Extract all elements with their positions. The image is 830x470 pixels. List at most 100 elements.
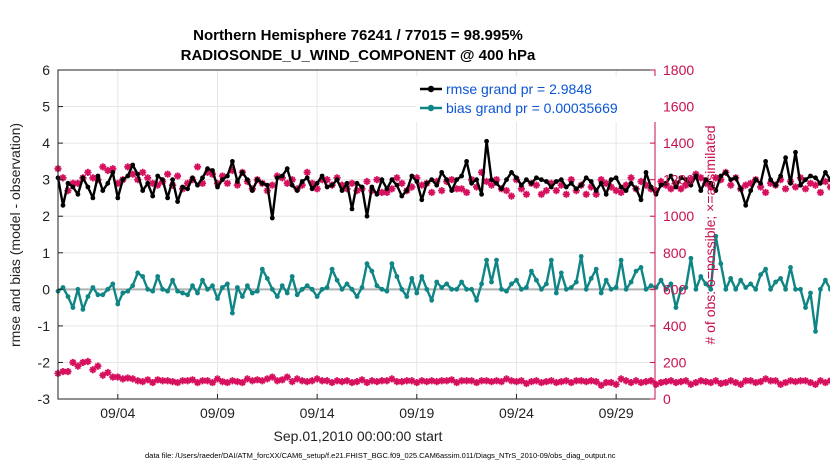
rmse-point [768, 177, 773, 183]
bias-point [175, 288, 181, 294]
bias-point [758, 272, 763, 278]
bias-point [583, 286, 589, 292]
rmse-point [394, 182, 400, 188]
obs-assimilated-point [767, 179, 775, 187]
obs-assimilated-point [453, 185, 461, 193]
obs-assimilated-point [522, 190, 531, 198]
bias-point [85, 294, 91, 299]
rmse-point [60, 202, 66, 208]
chart-title-line1: Northern Hemisphere 76241 / 77015 = 98.9… [193, 27, 523, 44]
obs-possible-point [154, 376, 162, 384]
obs-assimilated-point [313, 185, 321, 193]
obs-possible-point [542, 378, 550, 386]
bias-point [140, 274, 146, 279]
bias-point [419, 274, 425, 279]
bias-point [220, 285, 225, 290]
rmse-point [279, 173, 285, 179]
obs-possible-point [771, 377, 780, 385]
rmse-point [319, 173, 325, 179]
bias-point [464, 286, 469, 292]
obs-assimilated-point [507, 192, 516, 200]
obs-assimilated-point [144, 174, 152, 182]
obs-possible-point [522, 379, 531, 388]
obs-possible-point [94, 362, 102, 370]
rmse-point [763, 159, 768, 164]
obs-possible-point [124, 374, 132, 382]
obs-possible-point [268, 373, 276, 381]
rmse-point [653, 191, 659, 197]
left-axis-ticks: -3 -2 -1 0 1 2 3 4 5 6 [38, 62, 63, 407]
obs-possible-point [453, 378, 461, 387]
obs-assimilated-point [617, 188, 625, 197]
obs-possible-point [388, 375, 396, 383]
bias-point [509, 281, 514, 287]
bias-point [210, 283, 215, 289]
bias-point [319, 286, 325, 292]
rmse-point [419, 197, 425, 203]
obs-possible-point [458, 377, 466, 385]
bias-point [284, 290, 290, 296]
obs-assimilated-point [537, 190, 545, 198]
rmse-point [688, 182, 694, 188]
x-tick-label: 09/19 [399, 405, 434, 421]
obs-assimilated-point [472, 183, 481, 191]
obs-possible-point [64, 367, 72, 376]
rmse-point [718, 173, 724, 179]
obs-assimilated-point [532, 181, 540, 189]
rmse-point [130, 162, 136, 168]
obs-possible-point [622, 377, 630, 385]
bias-point [479, 281, 484, 287]
rmse-point [80, 175, 86, 181]
obs-possible-point [597, 381, 605, 389]
obs-possible-point [727, 377, 735, 385]
bias-point [568, 285, 574, 290]
obs-possible-point [612, 380, 620, 388]
rmse-point [175, 199, 181, 205]
rmse-point [524, 177, 529, 183]
obs-possible-point [652, 380, 660, 388]
obs-assimilated-point [288, 176, 296, 184]
rmse-point [753, 177, 759, 183]
rmse-point [713, 188, 719, 194]
obs-possible-point [398, 378, 406, 386]
rmse-point [140, 188, 146, 194]
rmse-point [489, 177, 494, 183]
rmse-point [509, 170, 514, 175]
obs-possible-point [687, 380, 695, 388]
obs-possible-point [482, 377, 491, 385]
legend-box [416, 76, 656, 122]
rmse-point [723, 170, 729, 175]
bias-point [259, 266, 265, 272]
obs-possible-point [149, 378, 157, 387]
rmse-point [444, 177, 450, 183]
bias-point [70, 305, 76, 310]
obs-possible-point [428, 377, 436, 385]
rmse-point [638, 197, 644, 203]
bias-point [135, 270, 141, 276]
obs-possible-point [757, 378, 765, 386]
obs-possible-point [253, 376, 261, 384]
obs-assimilated-point [298, 181, 306, 189]
obs-assimilated-point [84, 168, 92, 176]
obs-possible-point [423, 378, 431, 386]
bias-point [698, 274, 704, 279]
obs-assimilated-point [502, 187, 511, 195]
obs-assimilated-point [816, 188, 825, 197]
obs-possible-point [657, 378, 665, 387]
bias-point [339, 286, 345, 292]
obs-possible-point [468, 377, 476, 385]
obs-possible-point [298, 377, 306, 385]
rmse-point [514, 175, 519, 181]
bias-point [608, 286, 614, 292]
obs-possible-point [801, 377, 810, 385]
rmse-point [519, 182, 524, 188]
obs-possible-point [408, 377, 416, 385]
bias-point [444, 281, 450, 287]
obs-assimilated-point [642, 181, 650, 189]
right-tick-label: 600 [663, 281, 687, 297]
rmse-point [553, 179, 559, 184]
obs-possible-point [159, 377, 167, 385]
bias-point [539, 286, 544, 292]
rmse-point [160, 177, 166, 183]
obs-assimilated-point [164, 170, 172, 178]
